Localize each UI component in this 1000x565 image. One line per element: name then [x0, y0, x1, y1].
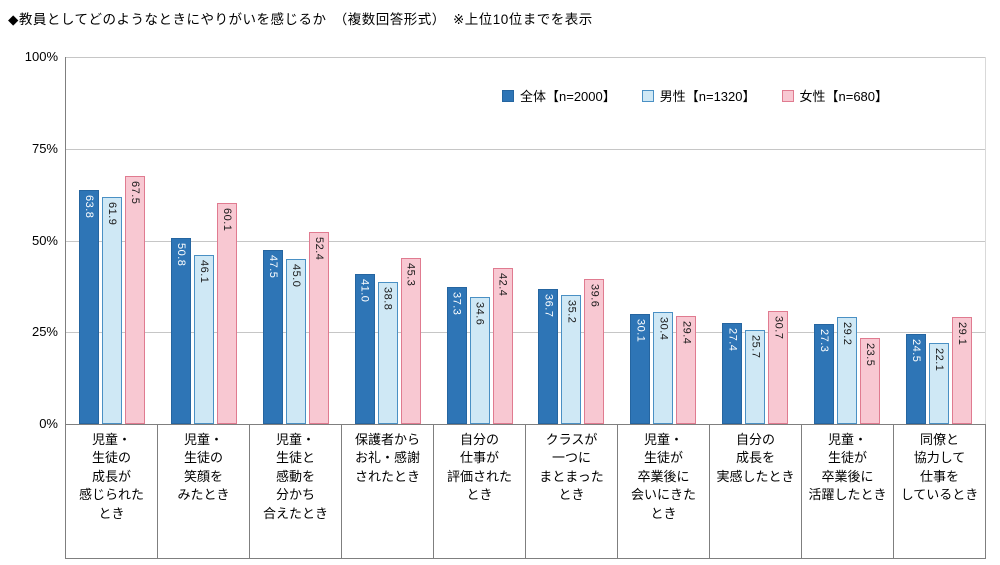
x-axis-category-labels: 児童・ 生徒の 成長が 感じられた とき 児童・ 生徒の 笑顔を みたとき 児童・ …	[65, 424, 986, 559]
bar-female-9: 23.5	[860, 337, 881, 424]
bar-male-10: 22.1	[929, 342, 950, 424]
bar-overall-9: 27.3	[814, 323, 835, 424]
bar-male-1: 61.9	[101, 196, 122, 424]
bar-overall-5: 37.3	[446, 287, 467, 424]
bar-female-4: 45.3	[400, 257, 421, 424]
bar-value-label: 23.5	[864, 342, 877, 367]
bar-male-9: 29.2	[837, 316, 858, 424]
category-label-6: クラスが 一つに まとまった とき	[526, 425, 618, 558]
bar-value-label: 47.5	[266, 254, 279, 279]
legend-item-overall: 全体【n=2000】	[502, 86, 616, 105]
legend-swatch-female	[781, 89, 794, 102]
bar-value-label: 45.3	[404, 262, 417, 287]
category-label-9: 児童・ 生徒が 卒業後に 活躍したとき	[802, 425, 894, 558]
bar-value-label: 25.7	[749, 334, 762, 359]
category-label-4: 保護者から お礼・感謝 されたとき	[342, 425, 434, 558]
bar-value-label: 29.1	[956, 322, 969, 346]
gridline-75	[66, 148, 985, 150]
bar-value-label: 22.1	[933, 347, 946, 372]
bar-male-3: 45.0	[285, 258, 306, 424]
bar-value-label: 30.4	[657, 317, 670, 341]
bar-female-5: 42.4	[492, 268, 513, 424]
bar-overall-4: 41.0	[354, 273, 375, 424]
gridline-50	[66, 240, 985, 242]
bar-value-label: 35.2	[565, 299, 578, 324]
bar-value-label: 42.4	[496, 273, 509, 297]
bar-value-label: 30.7	[772, 316, 785, 340]
bar-value-label: 24.5	[910, 339, 923, 363]
category-label-5: 自分の 仕事が 評価された とき	[434, 425, 526, 558]
bar-value-label: 41.0	[358, 278, 371, 302]
bar-value-label: 63.8	[82, 194, 95, 219]
bar-value-label: 27.3	[818, 328, 831, 353]
bar-value-label: 50.8	[174, 242, 187, 266]
category-label-10: 同僚と 協力して 仕事を しているとき	[900, 432, 979, 503]
bar-value-label: 29.4	[680, 321, 693, 345]
category-label-3: 児童・ 生徒と 感動を 分かち 合えたとき	[250, 425, 342, 558]
gridline-100	[66, 57, 985, 58]
bar-female-7: 29.4	[676, 316, 697, 424]
bar-female-8: 30.7	[768, 311, 789, 424]
bar-value-label: 45.0	[289, 263, 302, 288]
bar-overall-7: 30.1	[630, 313, 651, 424]
bar-value-label: 60.1	[220, 208, 233, 232]
bar-female-3: 52.4	[308, 231, 329, 424]
bar-value-label: 38.8	[381, 286, 394, 311]
category-label-7: 児童・ 生徒が 卒業後に 会いにきた とき	[618, 425, 710, 558]
bar-female-10: 29.1	[952, 317, 973, 424]
bar-value-label: 37.3	[450, 292, 463, 316]
bar-male-6: 35.2	[561, 294, 582, 424]
legend-swatch-male	[641, 89, 654, 102]
bar-value-label: 39.6	[588, 283, 601, 308]
bar-female-6: 39.6	[584, 278, 605, 424]
bar-value-label: 46.1	[197, 259, 210, 284]
y-axis: 0% 25% 50% 75% 100%	[0, 49, 60, 431]
bar-male-2: 46.1	[193, 254, 214, 424]
category-label-8: 自分の 成長を 実感したとき	[710, 425, 802, 558]
legend-label-male: 男性【n=1320】	[659, 89, 756, 104]
category-label-1: 児童・ 生徒の 成長が 感じられた とき	[66, 425, 158, 558]
bar-overall-3: 47.5	[262, 249, 283, 424]
bar-overall-1: 63.8	[78, 189, 99, 424]
legend-item-male: 男性【n=1320】	[641, 86, 756, 105]
y-axis-label-50: 50%	[31, 232, 58, 248]
legend-item-female: 女性【n=680】	[781, 86, 889, 105]
bar-value-label: 34.6	[473, 302, 486, 326]
bar-value-label: 36.7	[542, 294, 555, 318]
y-axis-label-100: 100%	[24, 49, 58, 64]
bar-female-2: 60.1	[216, 203, 237, 424]
chart-title: ◆教員としてどのようなときにやりがいを感じるか （複数回答形式） ※上位10位ま…	[8, 12, 593, 27]
bar-value-label: 29.2	[841, 321, 854, 346]
bar-value-label: 52.4	[312, 236, 325, 261]
legend: 全体【n=2000】 男性【n=1320】 女性【n=680】	[502, 86, 888, 105]
y-axis-label-25: 25%	[31, 324, 58, 340]
bar-male-4: 38.8	[377, 281, 398, 424]
bar-overall-6: 36.7	[538, 289, 559, 424]
legend-label-female: 女性【n=680】	[799, 89, 889, 104]
bar-value-label: 67.5	[128, 181, 141, 205]
bar-overall-10: 24.5	[906, 334, 927, 424]
y-axis-label-75: 75%	[31, 140, 58, 156]
y-axis-label-0: 0%	[39, 416, 58, 431]
category-label-2: 児童・ 生徒の 笑顔を みたとき	[158, 425, 250, 558]
bar-male-5: 34.6	[469, 297, 490, 424]
legend-swatch-overall	[502, 89, 514, 102]
bar-overall-8: 27.4	[722, 323, 743, 424]
legend-label-overall: 全体【n=2000】	[520, 89, 616, 104]
bar-value-label: 27.4	[726, 328, 739, 352]
plot-area: 63.8 50.8 47.5 41.0 37.3 36.7 30.1 27.4 27.3 24.5…	[65, 57, 986, 424]
bar-female-1: 67.5	[124, 176, 145, 424]
bar-male-8: 25.7	[745, 329, 766, 424]
bar-overall-2: 50.8	[170, 237, 191, 424]
bar-value-label: 30.1	[634, 318, 647, 342]
bar-male-7: 30.4	[653, 312, 674, 424]
gridline-25	[66, 332, 985, 334]
bar-value-label: 61.9	[105, 201, 118, 226]
